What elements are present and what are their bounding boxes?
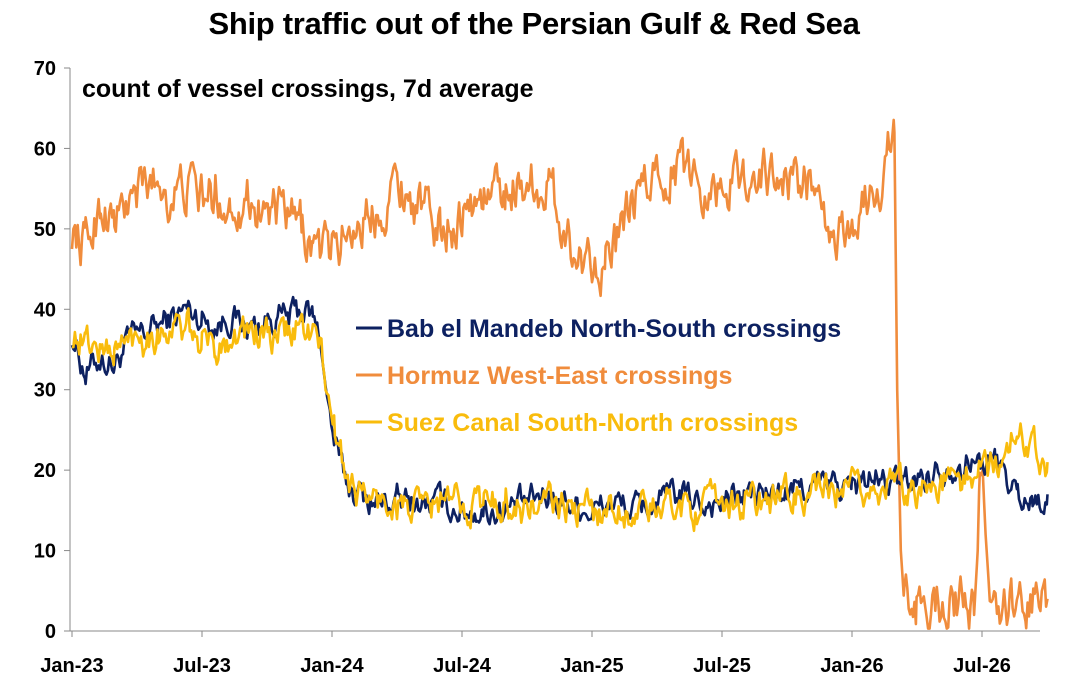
y-tick-label: 0	[45, 621, 56, 643]
legend-label: Bab el Mandeb North-South crossings	[387, 315, 841, 343]
x-tick-label: Jan-25	[560, 655, 623, 677]
series-line-1	[70, 118, 1049, 630]
x-tick-label: Jul-26	[953, 655, 1011, 677]
x-tick-label: Jan-24	[300, 655, 364, 677]
y-tick-label: 30	[34, 380, 56, 402]
x-tick-label: Jul-23	[173, 655, 231, 677]
x-tick-label: Jan-26	[820, 655, 883, 677]
series-line-2	[71, 307, 1049, 533]
legend-label: Suez Canal South-North crossings	[387, 409, 798, 437]
legend: Bab el Mandeb North-South crossings Hormu…	[356, 315, 841, 437]
y-tick-label: 50	[34, 219, 56, 241]
y-tick-label: 60	[34, 138, 56, 160]
chart-annotation: count of vessel crossings, 7d average	[82, 75, 534, 103]
x-tick-label: Jul-24	[433, 655, 492, 677]
y-tick-label: 20	[34, 460, 56, 482]
y-tick-label: 40	[34, 299, 56, 321]
y-tick-label: 70	[34, 58, 56, 80]
y-tick-label: 10	[34, 541, 56, 563]
axes-layer: 0 10 20 30 40 50 60 70 Jan-23 Jul-23 Jan-24 Jul-24 J…	[34, 58, 1011, 677]
x-tick-label: Jan-23	[40, 655, 103, 677]
series-layer	[70, 118, 1049, 630]
x-tick-label: Jul-25	[693, 655, 751, 677]
chart-title: Ship traffic out of the Persian Gulf & R…	[208, 6, 860, 41]
legend-label: Hormuz West-East crossings	[387, 362, 732, 390]
